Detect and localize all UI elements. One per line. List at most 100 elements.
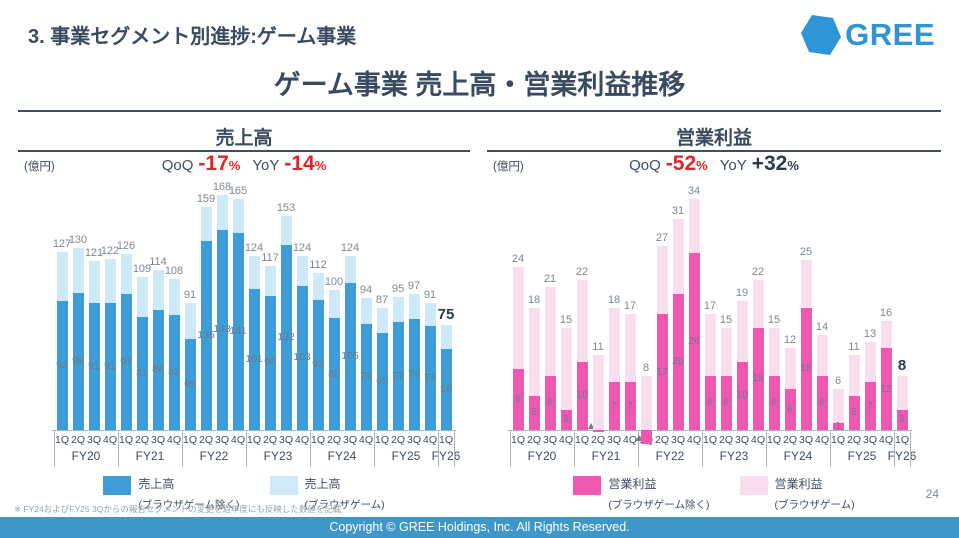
bar-segment-light: [280, 215, 292, 246]
profit-legend: 営業利益 (ブラウザゲーム除く) 営業利益 (ブラウザゲーム): [487, 474, 941, 514]
bar-total-label: 97: [407, 280, 421, 293]
bar-segment-dark: [528, 395, 540, 430]
bar-segment-light: [544, 287, 556, 376]
bar-segment-dark: [312, 299, 324, 430]
quarter-label: 3Q: [606, 434, 622, 446]
quarter-label: 3Q: [670, 434, 686, 446]
quarter-label: 4Q: [294, 434, 310, 446]
revenue-qoq-percent-sign: %: [228, 158, 241, 173]
bar-segment-dark: [864, 382, 876, 430]
bar-segment-light: [512, 266, 524, 369]
bar-segment-dark: [424, 326, 436, 430]
legend-swatch: [739, 476, 768, 495]
revenue-yoy-value: -14: [284, 152, 315, 175]
bar-segment-dark: [72, 292, 84, 430]
bar-segment-dark: [848, 395, 860, 430]
bar-segment-value-label: 58: [440, 382, 452, 395]
bar-total-label: 124: [292, 242, 312, 255]
bar-total-label: 114: [149, 256, 167, 269]
bar-total-label: 25: [799, 245, 813, 258]
page-title: 3. 事業セグメント別進捗:ゲーム事業: [28, 26, 357, 48]
axis-group-separator: [910, 430, 911, 467]
bar-segment-dark: [672, 293, 684, 430]
quarter-label: 4Q: [878, 434, 894, 446]
bar-segment-dark: [624, 382, 636, 430]
bar-segment-value-label: 8: [771, 396, 777, 409]
fiscal-year-label: FY26: [887, 449, 917, 463]
bar-segment-value-label: 91: [104, 359, 116, 372]
bar-segment-light: [376, 308, 388, 334]
bar-segment-light: [672, 219, 684, 294]
fiscal-year-label: FY20: [71, 449, 101, 463]
bar-segment-light: [816, 334, 828, 376]
bar-segment-value-label: 65: [184, 378, 196, 390]
bar-total-label: 34: [687, 184, 701, 197]
profit-yoy-label: YoY: [719, 157, 747, 174]
footnote: ※ FY24およびFY25 3Qからの報告セグメントの変更を過年度にも反映した数…: [14, 504, 342, 514]
bar-segment-value-label: 141: [229, 324, 247, 337]
quarter-label: 4Q: [230, 434, 246, 446]
revenue-yoy-label: YoY: [252, 157, 280, 174]
bar-segment-dark: [216, 229, 228, 430]
quarter-label: 1Q: [118, 434, 134, 446]
bar-total-label: 108: [164, 264, 184, 277]
bar-total-label: 124: [340, 242, 360, 255]
fiscal-year-label: FY20: [527, 449, 557, 463]
revenue-panel: 売上高 (億円) QoQ -17% YoY -14% 1Q 2Q 3Q 4Q FY20 1Q 2Q…: [18, 122, 470, 518]
legend-item: 営業利益 (ブラウザゲーム除く): [573, 474, 710, 514]
quarter-label: 1Q: [574, 434, 590, 446]
bar-segment-value-label: 91: [88, 359, 100, 372]
bar-segment-light: [88, 260, 100, 303]
quarter-label: 3Q: [150, 434, 166, 446]
bar-segment-dark: [440, 348, 452, 430]
legend-swatch: [103, 476, 132, 495]
bar-segment-light: [264, 266, 276, 296]
revenue-chart-plot: 1Q 2Q 3Q 4Q FY20 1Q 2Q 3Q 4Q FY21 1Q 2Q 3Q 4Q FY22 1Q 2Q…: [52, 181, 460, 468]
bar-total-label: 15: [559, 313, 573, 326]
quarter-label: 4Q: [358, 434, 374, 446]
quarter-label: 2Q: [590, 434, 606, 446]
page-number: 24: [925, 487, 939, 501]
quarter-label: 1Q: [374, 434, 390, 446]
axis-group-separator: [118, 430, 119, 467]
bar-segment-value-label: 26: [688, 335, 700, 348]
bar-segment-value-label: 93: [312, 358, 324, 371]
quarter-label: 1Q: [310, 434, 326, 446]
quarter-label: 4Q: [750, 434, 766, 446]
bar-segment-light: [184, 302, 196, 339]
bar-segment-value-label: 101: [245, 352, 263, 365]
bar-segment-light: [248, 256, 260, 289]
quarter-label: 2Q: [846, 434, 862, 446]
revenue-qoq-value: -17: [198, 152, 229, 175]
bar-segment-value-label: 98: [72, 354, 84, 367]
bar-segment-dark: [88, 302, 100, 430]
quarter-label: 2Q: [262, 434, 278, 446]
bar-segment-value-label: 143: [213, 323, 231, 336]
bar-total-label: 22: [751, 266, 765, 279]
bar-total-label: 24: [511, 252, 525, 265]
bar-segment-dark: [720, 375, 732, 430]
bar-segment-light: [120, 253, 132, 295]
quarter-label: 1Q: [54, 434, 70, 446]
bar-total-label: 17: [703, 300, 717, 313]
quarter-label: 2Q: [198, 434, 214, 446]
bar-segment-light: [216, 194, 228, 230]
quarter-label: 4Q: [814, 434, 830, 446]
bar-segment-dark: [704, 375, 716, 430]
revenue-stats-line: QoQ -17% YoY -14%: [18, 152, 470, 176]
quarter-label: 2Q: [718, 434, 734, 446]
bar-total-label: 159: [196, 193, 216, 206]
bar-segment-light: [168, 278, 180, 316]
bar-segment-light: [720, 327, 732, 376]
x-axis-line: [52, 430, 456, 431]
quarter-label: 1Q: [182, 434, 198, 446]
bar-segment-dark: [560, 409, 572, 430]
quarter-label: 4Q: [622, 434, 638, 446]
quarter-label: 3Q: [862, 434, 878, 446]
revenue-panel-rule: [18, 150, 470, 152]
bar-total-label: 100: [324, 276, 344, 288]
bar-segment-light: [896, 375, 908, 410]
legend-label: 営業利益 (ブラウザゲーム): [774, 477, 855, 511]
quarter-label: 3Q: [86, 434, 102, 446]
profit-unit-label: (億円): [493, 161, 524, 173]
